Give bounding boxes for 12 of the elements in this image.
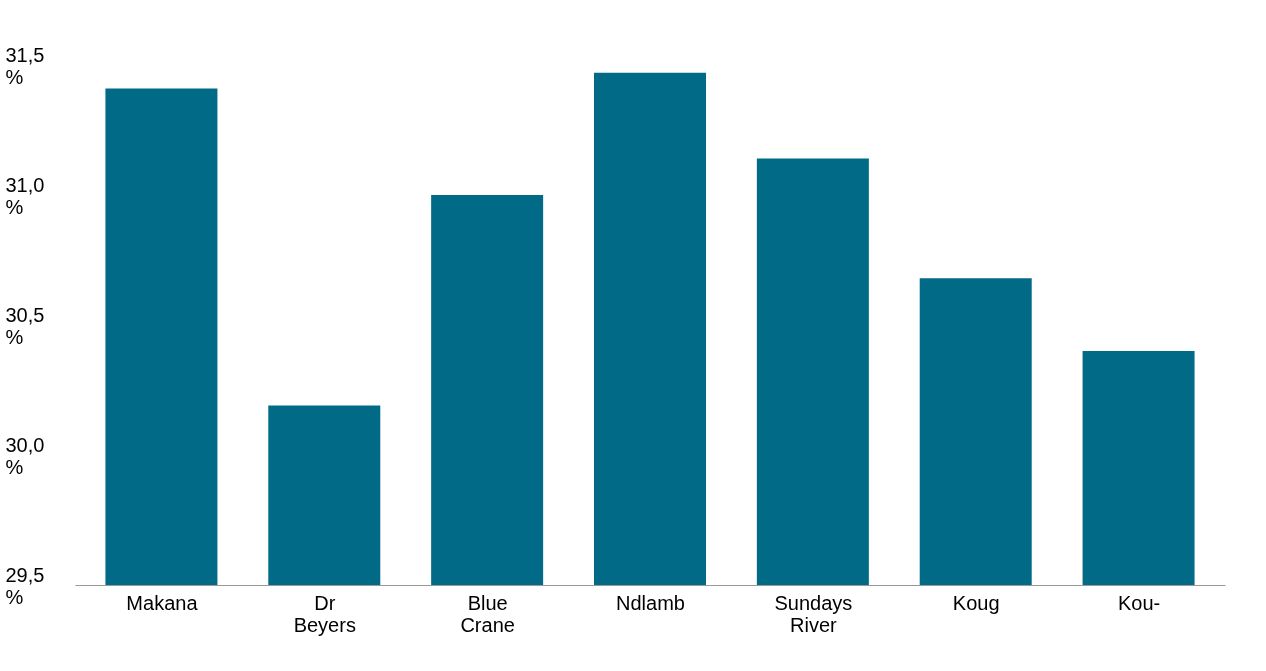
x-tick-label: Blue Crane (460, 591, 515, 636)
y-tick-label: 29,5 % (5, 563, 45, 608)
x-tick-label: Kou- (1117, 591, 1161, 614)
y-tick-label: 30,0 % (5, 433, 45, 478)
y-tick-label: 30,5 % (5, 303, 45, 348)
y-tick-label: 31,5 % (5, 43, 45, 88)
x-tick-label: Sundays River (774, 591, 853, 636)
y-tick-label: 31,0 % (5, 173, 45, 218)
x-tick-label: Makana (126, 591, 199, 614)
x-tick-label: Dr Beyers (293, 591, 356, 636)
x-tick-label: Koug (952, 591, 1000, 614)
x-tick-label: Ndlamb (616, 591, 685, 614)
